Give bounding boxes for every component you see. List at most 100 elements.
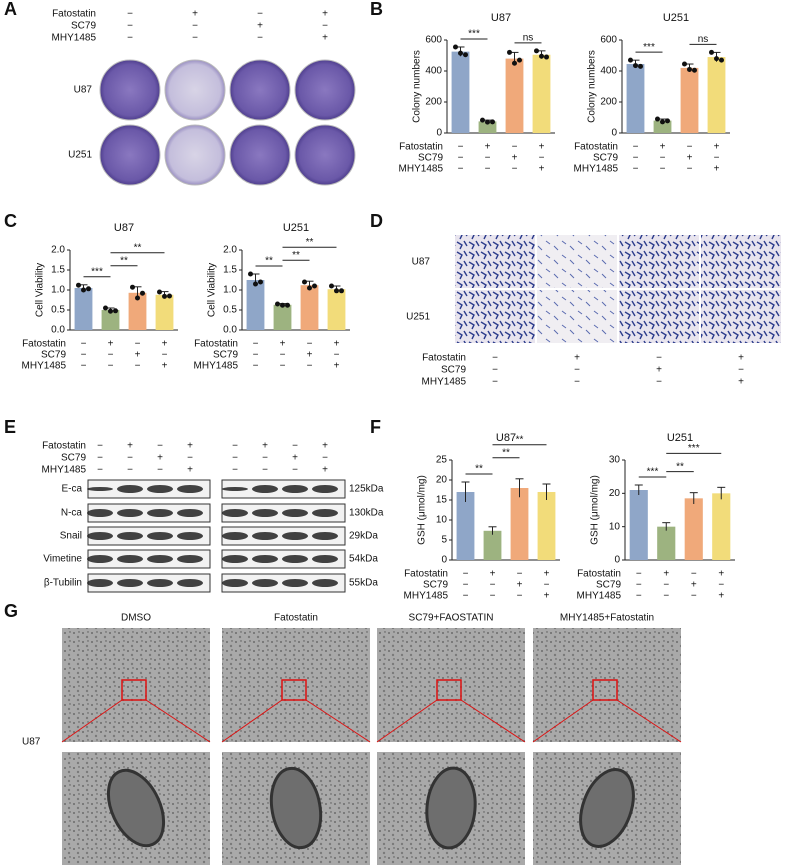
bar [300, 285, 319, 330]
blot-band [282, 579, 308, 587]
data-point [162, 293, 167, 299]
data-point [665, 118, 670, 124]
row-label: U251 [68, 150, 92, 161]
data-point [157, 289, 162, 295]
data-point [655, 116, 660, 122]
blot-band [282, 532, 308, 540]
data-point [507, 49, 512, 55]
data-point [140, 290, 145, 296]
condition-sign: − [292, 441, 298, 452]
condition-sign: − [490, 591, 496, 602]
condition-sign: − [517, 569, 523, 580]
bar [626, 64, 645, 133]
blot-band [312, 485, 338, 493]
condition-label: SC79 [213, 350, 238, 361]
em-image [377, 628, 525, 742]
zoom-line [221, 699, 283, 743]
condition-label: Fatostatin [422, 353, 466, 364]
y-tick-label: 600 [600, 35, 617, 46]
blot-band [87, 579, 113, 587]
column-title: DMSO [121, 613, 151, 624]
data-point [682, 61, 687, 67]
condition-sign: + [512, 153, 518, 164]
condition-label: MHY1485 [577, 591, 622, 602]
bar [483, 530, 502, 560]
colony-plate [294, 59, 356, 121]
condition-sign: + [738, 353, 744, 364]
significance-label: ** [475, 464, 483, 475]
blot-band [147, 555, 173, 563]
bar [532, 54, 551, 133]
condition-sign: − [135, 361, 141, 372]
condition-label: MHY1485 [422, 377, 467, 388]
y-tick-label: 600 [425, 35, 442, 46]
condition-sign: + [187, 441, 193, 452]
band-label: E-ca [61, 484, 82, 495]
condition-sign: + [718, 569, 724, 580]
condition-label: SC79 [61, 453, 86, 464]
data-point [280, 302, 285, 308]
condition-label: MHY1485 [22, 361, 67, 372]
em-image [62, 628, 210, 742]
bar [712, 493, 731, 560]
condition-label: Fatostatin [404, 569, 448, 580]
transwell-image [701, 290, 781, 343]
blot-band [147, 579, 173, 587]
condition-label: SC79 [596, 580, 621, 591]
significance-label: *** [688, 443, 700, 454]
condition-sign: − [512, 164, 518, 175]
significance-label: ** [516, 434, 524, 445]
condition-sign: − [262, 465, 268, 476]
condition-label: Fatostatin [399, 142, 443, 153]
condition-sign: + [192, 9, 198, 20]
mitochondrion [106, 768, 166, 848]
bar [510, 488, 529, 560]
y-tick-label: 10 [609, 521, 621, 532]
condition-sign: − [162, 350, 168, 361]
condition-sign: − [574, 365, 580, 376]
y-tick-label: 0 [611, 128, 617, 139]
panel-letter: F [370, 417, 381, 437]
blot-band [177, 532, 203, 540]
y-tick-label: 1.0 [223, 285, 237, 296]
y-axis-label: GSH (μmol/mg) [590, 475, 601, 545]
blot-band [222, 509, 248, 517]
condition-sign: − [127, 33, 133, 44]
y-axis-label: Colony numbers [412, 50, 423, 123]
chart-title: U251 [663, 12, 689, 24]
blot-band [222, 555, 248, 563]
condition-sign: − [458, 142, 464, 153]
transwell-image [701, 235, 781, 288]
data-point [334, 288, 339, 294]
condition-label: Fatostatin [52, 9, 96, 20]
condition-sign: + [687, 153, 693, 164]
chart-title: U251 [283, 222, 309, 234]
band-label: N-ca [61, 508, 83, 519]
condition-sign: − [232, 453, 238, 464]
blot-band [312, 579, 338, 587]
blot-band [117, 579, 143, 587]
blot-band [117, 555, 143, 563]
y-tick-label: 10 [436, 515, 448, 526]
condition-sign: − [307, 361, 313, 372]
condition-sign: − [108, 361, 114, 372]
condition-label: SC79 [41, 350, 66, 361]
bar [505, 58, 524, 133]
condition-sign: − [108, 350, 114, 361]
condition-label: Fatostatin [574, 142, 618, 153]
colony-plate [164, 59, 226, 121]
bar [707, 57, 726, 133]
column-title: SC79+FAOSTATIN [409, 613, 494, 624]
data-point [480, 117, 485, 123]
condition-sign: − [458, 164, 464, 175]
significance-label: *** [468, 29, 480, 40]
y-axis-label: Colony numbers [587, 50, 598, 123]
blot-band [87, 532, 113, 540]
condition-sign: + [544, 569, 550, 580]
condition-sign: − [656, 377, 662, 388]
condition-sign: − [322, 21, 328, 32]
y-tick-label: 0 [436, 128, 442, 139]
data-point [490, 119, 495, 125]
y-tick-label: 0.5 [51, 305, 65, 316]
